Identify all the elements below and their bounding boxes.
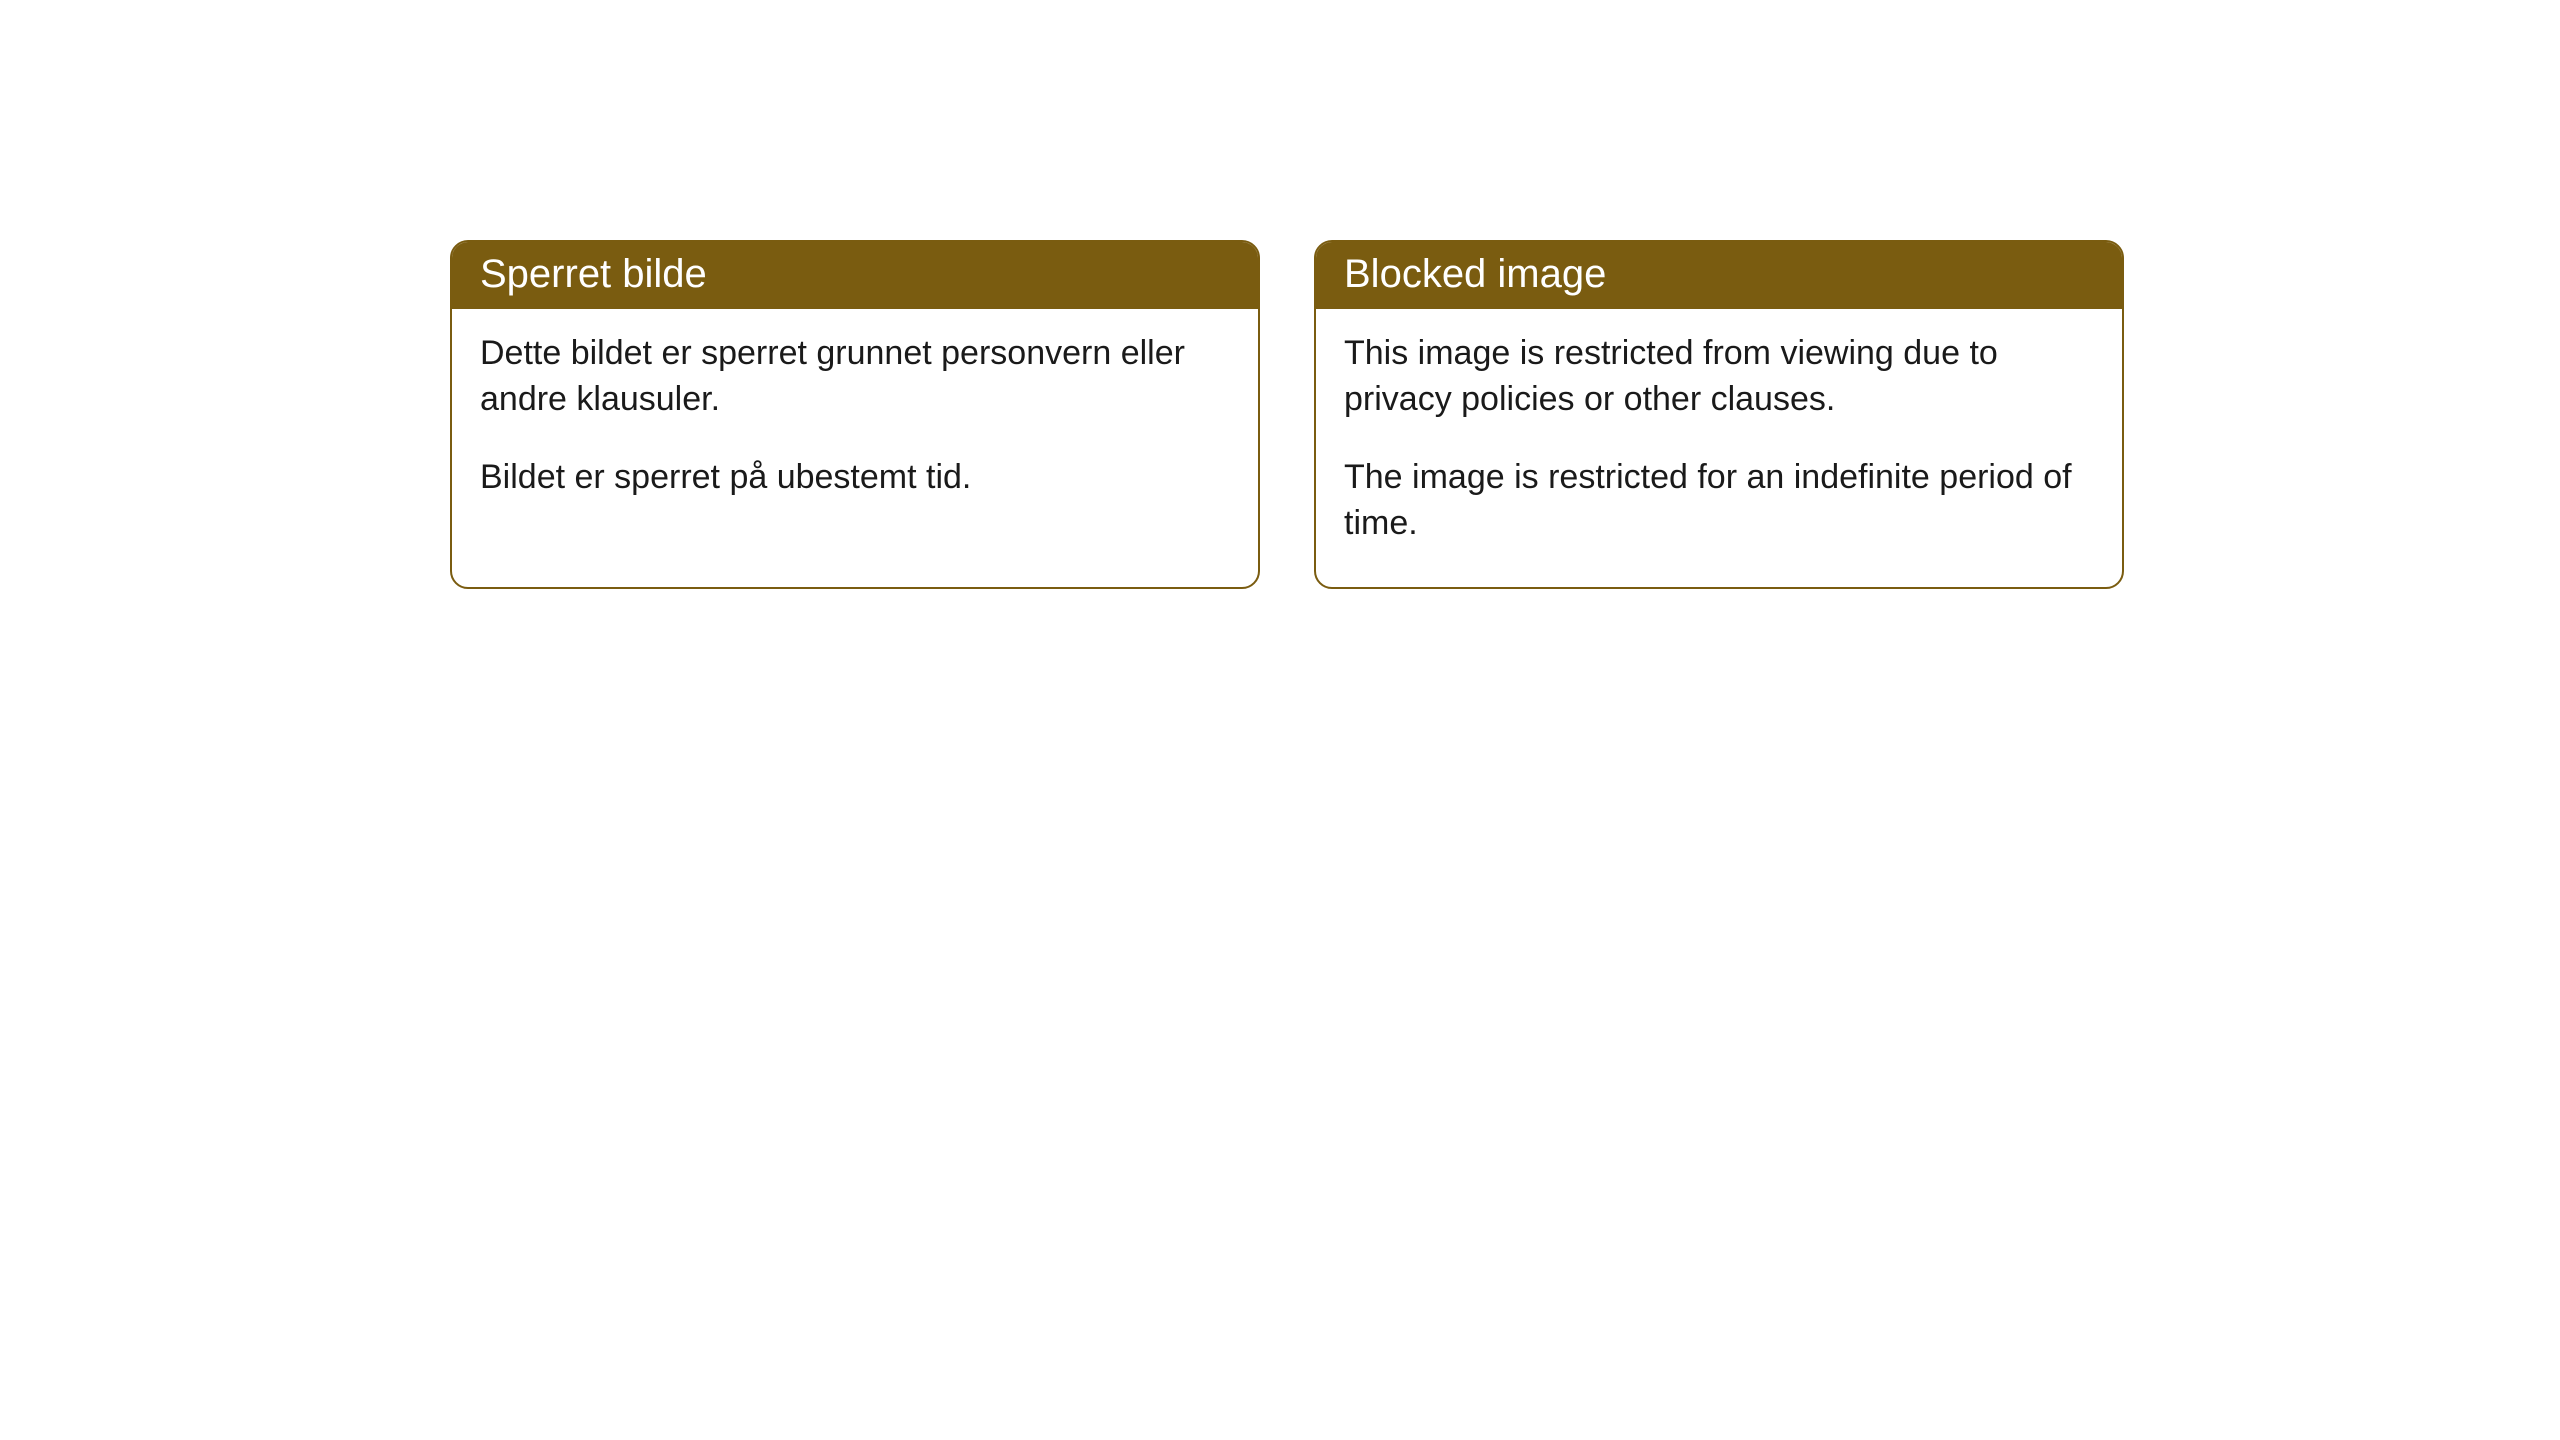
notice-cards-container: Sperret bilde Dette bildet er sperret gr… xyxy=(450,240,2124,589)
card-header: Blocked image xyxy=(1316,242,2122,309)
card-title: Sperret bilde xyxy=(480,252,707,296)
card-paragraph: Bildet er sperret på ubestemt tid. xyxy=(480,455,1230,501)
card-body: Dette bildet er sperret grunnet personve… xyxy=(452,309,1258,541)
card-paragraph: This image is restricted from viewing du… xyxy=(1344,331,2094,423)
card-header: Sperret bilde xyxy=(452,242,1258,309)
blocked-image-card-english: Blocked image This image is restricted f… xyxy=(1314,240,2124,589)
card-paragraph: The image is restricted for an indefinit… xyxy=(1344,455,2094,547)
blocked-image-card-norwegian: Sperret bilde Dette bildet er sperret gr… xyxy=(450,240,1260,589)
card-paragraph: Dette bildet er sperret grunnet personve… xyxy=(480,331,1230,423)
card-body: This image is restricted from viewing du… xyxy=(1316,309,2122,587)
card-title: Blocked image xyxy=(1344,252,1606,296)
